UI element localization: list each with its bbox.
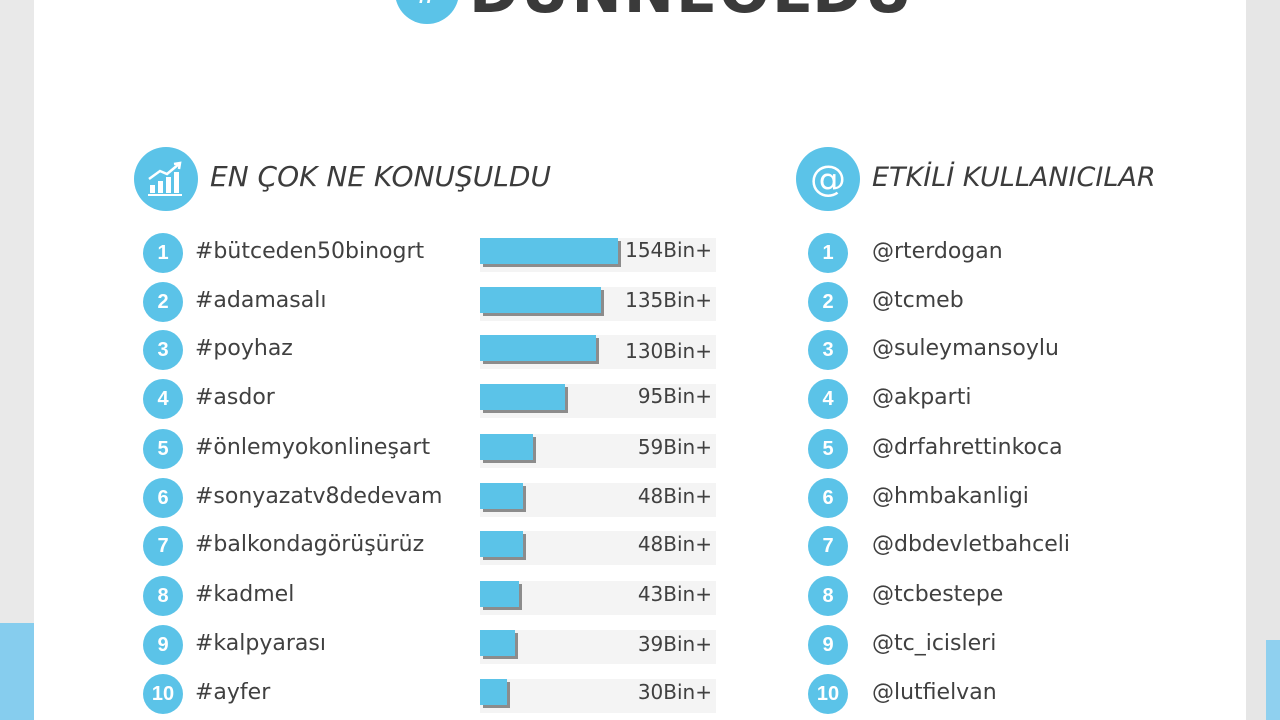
topic-row: 8 #kadmel xyxy=(143,576,743,616)
topic-label: #ayfer xyxy=(195,680,271,705)
rank-badge: 7 xyxy=(808,526,848,566)
rank-badge: 10 xyxy=(143,674,183,714)
left-section-title: EN ÇOK NE KONUŞULDU xyxy=(210,160,551,193)
topic-label: #bütceden50binogrt xyxy=(195,239,425,264)
rank-badge: 3 xyxy=(143,330,183,370)
rank-badge: 8 xyxy=(143,576,183,616)
topic-row: 3 #poyhaz xyxy=(143,330,743,370)
rank-badge: 10 xyxy=(808,674,848,714)
rank-badge: 5 xyxy=(808,429,848,469)
user-row: 6 @hmbakanligi xyxy=(808,478,1208,518)
topic-label: #önlemyokonlineşart xyxy=(195,435,431,460)
rank-badge: 8 xyxy=(808,576,848,616)
value-label: 48Bin+ xyxy=(637,484,712,508)
value-label: 135Bin+ xyxy=(625,288,712,312)
user-handle[interactable]: @drfahrettinkoca xyxy=(872,435,1063,460)
user-handle[interactable]: @rterdogan xyxy=(872,239,1003,264)
rank-badge: 3 xyxy=(808,330,848,370)
value-bar xyxy=(480,335,596,361)
rank-badge: 6 xyxy=(143,478,183,518)
user-row: 9 @tc_icisleri xyxy=(808,625,1208,665)
topic-row: 4 #asdor xyxy=(143,379,743,419)
topic-row: 1 #bütceden50binogrt xyxy=(143,233,743,273)
value-label: 154Bin+ xyxy=(625,238,712,262)
rank-badge: 2 xyxy=(808,282,848,322)
rank-badge: 2 xyxy=(143,282,183,322)
user-handle[interactable]: @tc_icisleri xyxy=(872,631,997,656)
value-label: 95Bin+ xyxy=(637,384,712,408)
topic-row: 10 #ayfer xyxy=(143,674,743,714)
value-label: 59Bin+ xyxy=(637,435,712,459)
rank-badge: 4 xyxy=(143,379,183,419)
user-row: 7 @dbdevletbahceli xyxy=(808,526,1208,566)
topic-label: #sonyazatv8dedevam xyxy=(195,484,443,509)
user-handle[interactable]: @lutfielvan xyxy=(872,680,997,705)
growth-chart-icon xyxy=(134,147,198,211)
user-row: 5 @drfahrettinkoca xyxy=(808,429,1208,469)
user-row: 8 @tcbestepe xyxy=(808,576,1208,616)
value-bar xyxy=(480,434,533,460)
rank-badge: 7 xyxy=(143,526,183,566)
right-edge-background xyxy=(1246,0,1280,720)
right-section-title: ETKİLİ KULLANICILAR xyxy=(872,162,1156,193)
user-handle[interactable]: @tcbestepe xyxy=(872,582,1004,607)
value-bar xyxy=(480,630,515,656)
topic-label: #kalpyarası xyxy=(195,631,326,656)
rank-badge: 9 xyxy=(143,625,183,665)
topic-row: 6 #sonyazatv8dedevam xyxy=(143,478,743,518)
rank-badge: 1 xyxy=(808,233,848,273)
topic-label: #adamasalı xyxy=(195,288,327,313)
title-text: DÜNNEOLDU xyxy=(469,0,915,30)
value-bar xyxy=(480,581,519,607)
rank-badge: 1 xyxy=(143,233,183,273)
rank-badge: 5 xyxy=(143,429,183,469)
value-bar xyxy=(480,287,601,313)
topic-row: 9 #kalpyarası xyxy=(143,625,743,665)
user-row: 1 @rterdogan xyxy=(808,233,1208,273)
bar-track xyxy=(480,630,716,664)
user-handle[interactable]: @dbdevletbahceli xyxy=(872,532,1070,557)
bar-track xyxy=(480,679,716,713)
hash-icon: # xyxy=(395,0,459,24)
topic-row: 2 #adamasalı xyxy=(143,282,743,322)
value-label: 43Bin+ xyxy=(637,582,712,606)
value-label: 48Bin+ xyxy=(637,532,712,556)
rank-badge: 4 xyxy=(808,379,848,419)
at-sign-icon: @ xyxy=(796,147,860,211)
topic-label: #balkondagörüşürüz xyxy=(195,532,425,557)
value-bar xyxy=(480,483,523,509)
user-handle[interactable]: @hmbakanligi xyxy=(872,484,1029,509)
rank-badge: 9 xyxy=(808,625,848,665)
user-row: 4 @akparti xyxy=(808,379,1208,419)
topic-label: #poyhaz xyxy=(195,336,293,361)
value-bar xyxy=(480,384,565,410)
topic-label: #asdor xyxy=(195,385,275,410)
user-handle[interactable]: @suleymansoylu xyxy=(872,336,1059,361)
user-handle[interactable]: @tcmeb xyxy=(872,288,964,313)
user-row: 2 @tcmeb xyxy=(808,282,1208,322)
value-bar xyxy=(480,679,507,705)
left-edge-decoration xyxy=(0,623,34,720)
topic-label: #kadmel xyxy=(195,582,295,607)
value-label: 130Bin+ xyxy=(625,339,712,363)
page-title: # DÜNNEOLDU xyxy=(395,0,915,30)
value-label: 30Bin+ xyxy=(637,680,712,704)
right-edge-decoration xyxy=(1266,640,1280,720)
user-row: 3 @suleymansoylu xyxy=(808,330,1208,370)
user-row: 10 @lutfielvan xyxy=(808,674,1208,714)
topic-row: 5 #önlemyokonlineşart xyxy=(143,429,743,469)
user-handle[interactable]: @akparti xyxy=(872,385,972,410)
rank-badge: 6 xyxy=(808,478,848,518)
at-glyph: @ xyxy=(810,158,846,200)
value-bar xyxy=(480,238,618,264)
value-bar xyxy=(480,531,523,557)
hash-glyph: # xyxy=(418,0,437,12)
value-label: 39Bin+ xyxy=(637,632,712,656)
topic-row: 7 #balkondagörüşürüz xyxy=(143,526,743,566)
